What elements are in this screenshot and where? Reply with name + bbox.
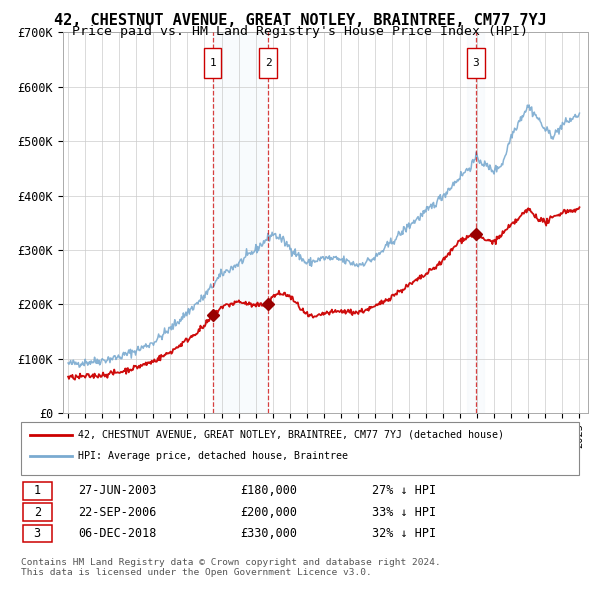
Bar [204,48,221,78]
Text: 06-DEC-2018: 06-DEC-2018 [78,527,157,540]
Text: 27-JUN-2003: 27-JUN-2003 [78,484,157,497]
Text: 1: 1 [34,484,41,497]
Bar [213,32,268,413]
Text: 2: 2 [265,58,271,68]
Text: 2: 2 [34,506,41,519]
Text: HPI: Average price, detached house, Braintree: HPI: Average price, detached house, Brai… [78,451,348,461]
Bar [467,32,484,413]
Bar [475,32,476,413]
Text: 1: 1 [209,58,216,68]
Text: £180,000: £180,000 [240,484,297,497]
Text: 3: 3 [472,58,479,68]
Bar [467,48,485,78]
Text: This data is licensed under the Open Government Licence v3.0.: This data is licensed under the Open Gov… [21,568,372,577]
Text: 3: 3 [34,527,41,540]
Text: 42, CHESTNUT AVENUE, GREAT NOTLEY, BRAINTREE, CM77 7YJ (detached house): 42, CHESTNUT AVENUE, GREAT NOTLEY, BRAIN… [78,430,504,440]
Text: 33% ↓ HPI: 33% ↓ HPI [372,506,436,519]
Text: £330,000: £330,000 [240,527,297,540]
Text: 22-SEP-2006: 22-SEP-2006 [78,506,157,519]
Text: 27% ↓ HPI: 27% ↓ HPI [372,484,436,497]
Text: Contains HM Land Registry data © Crown copyright and database right 2024.: Contains HM Land Registry data © Crown c… [21,558,441,566]
Text: Price paid vs. HM Land Registry's House Price Index (HPI): Price paid vs. HM Land Registry's House … [72,25,528,38]
Bar [259,48,277,78]
Text: £200,000: £200,000 [240,506,297,519]
Text: 42, CHESTNUT AVENUE, GREAT NOTLEY, BRAINTREE, CM77 7YJ: 42, CHESTNUT AVENUE, GREAT NOTLEY, BRAIN… [53,13,547,28]
Text: 32% ↓ HPI: 32% ↓ HPI [372,527,436,540]
